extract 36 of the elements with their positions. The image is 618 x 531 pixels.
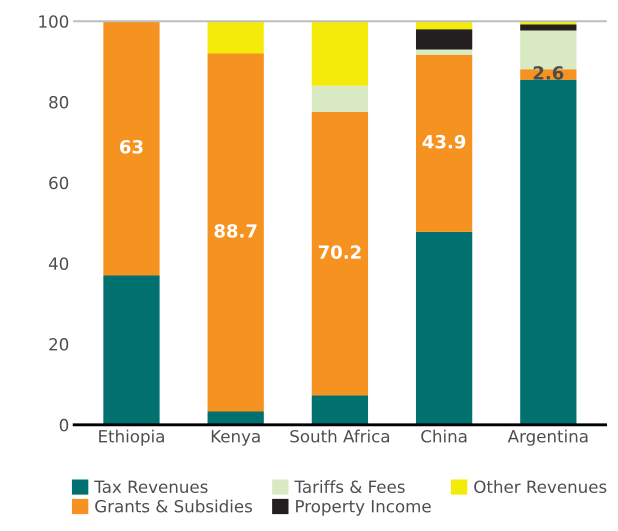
- y-tick-label: 20: [49, 338, 68, 351]
- y-tick-label: 0: [60, 418, 68, 432]
- bar: [312, 21, 368, 86]
- bar: [103, 275, 160, 425]
- legend-label: Property Income: [296, 500, 431, 516]
- x-tick-label: Ethiopia: [99, 430, 164, 446]
- legend-label: Other Revenues: [474, 480, 606, 494]
- x-tick-label: China: [421, 430, 466, 443]
- data-label: 63: [120, 140, 143, 154]
- legend-label: Tax Revenues: [94, 480, 208, 494]
- bar: [103, 21, 160, 276]
- legend-label: Grants & Subsidies: [95, 500, 252, 513]
- data-label: 88.7: [214, 224, 257, 238]
- bar: [208, 21, 264, 54]
- data-label: 43.9: [422, 134, 466, 149]
- bar: [208, 411, 264, 425]
- y-tick-label: 40: [48, 257, 68, 270]
- y-tick-label: 60: [49, 176, 68, 190]
- y-tick-label: 100: [39, 15, 68, 28]
- data-label: 2.6: [534, 66, 564, 80]
- y-tick-label: 80: [49, 96, 68, 109]
- x-tick-label: South Africa: [290, 430, 390, 443]
- bar: [520, 24, 576, 31]
- bar: [416, 54, 472, 232]
- bar: [416, 49, 472, 55]
- bar: [416, 29, 472, 50]
- x-tick-label: Kenya: [212, 430, 260, 446]
- bar: [312, 112, 368, 396]
- bar: [312, 86, 368, 112]
- legend-label: Tariffs & Fees: [294, 480, 405, 494]
- data-label: 70.2: [318, 245, 361, 259]
- bar: [312, 395, 368, 425]
- bar: [520, 80, 576, 425]
- x-tick-label: Argentina: [508, 430, 588, 446]
- bar: [208, 54, 264, 412]
- bar: [416, 232, 472, 425]
